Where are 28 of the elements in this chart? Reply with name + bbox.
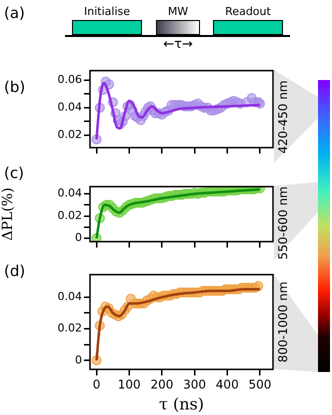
y-axis-title: ΔPL(%) — [0, 188, 16, 241]
chart-title: (d) — [4, 262, 26, 280]
text: MW — [166, 5, 190, 18]
y-tick-label: 0 — [75, 353, 82, 366]
x-tick-label: 400 — [216, 378, 239, 392]
y-tick-label: 0.04 — [58, 100, 82, 114]
text: ←τ→ — [162, 37, 194, 52]
y-tick-label: 0.04 — [58, 186, 82, 200]
x-axis-title: τ (ns) — [159, 394, 204, 414]
y-tick-label: 0.02 — [58, 322, 82, 335]
chart-title: (c) — [4, 164, 24, 182]
text: (b) — [4, 78, 26, 96]
y2-axis-title: 420-450 nm — [276, 80, 290, 154]
y-tick-label: 0.04 — [58, 290, 82, 304]
text: (a) — [4, 4, 25, 22]
x-tick-label: 100 — [118, 378, 141, 392]
y2-axis-title: 550-600 nm — [276, 186, 290, 260]
y-tick-label: 0 — [75, 231, 82, 244]
text: Readout — [224, 5, 272, 18]
text: Initialise — [83, 5, 131, 18]
y-tick-label: 0.06 — [58, 73, 82, 86]
x-tick-label: 300 — [183, 378, 206, 392]
y-tick-label: 0.02 — [58, 128, 82, 142]
x-tick-label: 200 — [150, 378, 174, 392]
x-tick-label: 500 — [248, 378, 272, 392]
y2-axis-title: 800-1000 nm — [276, 281, 290, 362]
y-tick-label: 0.02 — [58, 208, 82, 222]
x-tick-label: 0 — [92, 378, 100, 392]
